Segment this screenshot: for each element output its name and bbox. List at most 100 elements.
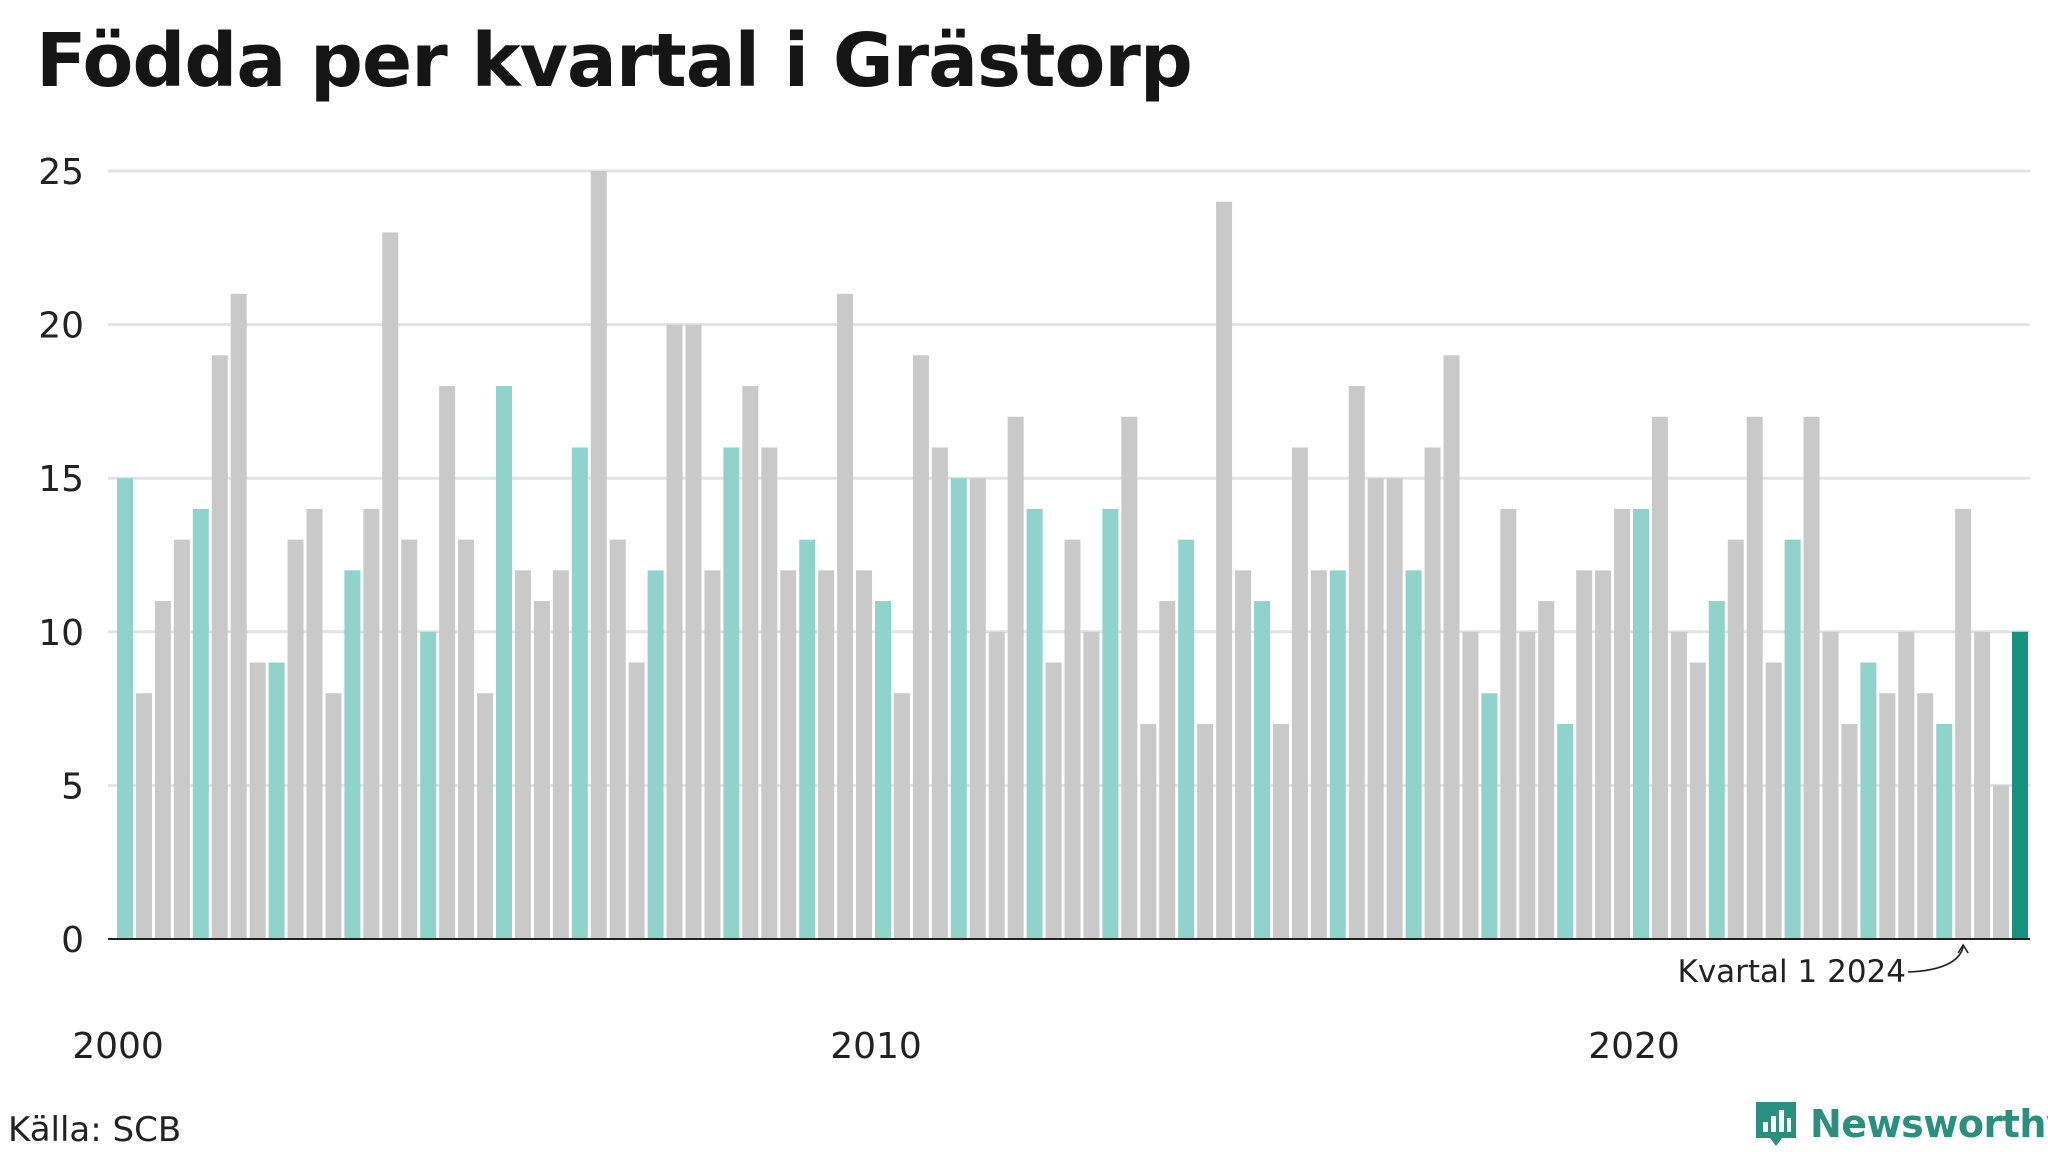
bar [1007, 416, 1024, 939]
bar [837, 293, 854, 939]
bar [647, 570, 664, 939]
bar [818, 570, 835, 939]
bar [1974, 631, 1991, 939]
bar [1083, 631, 1100, 939]
annotation-arrow [1907, 946, 1964, 973]
y-tick-label: 20 [38, 306, 84, 347]
bar [192, 508, 209, 939]
bar [590, 171, 607, 939]
bar [1538, 601, 1555, 939]
y-tick-label: 15 [38, 459, 84, 500]
bar [1329, 570, 1346, 939]
bar [1121, 416, 1138, 939]
bar [533, 601, 550, 939]
bar [1405, 570, 1422, 939]
bar [1102, 508, 1119, 939]
bars [117, 171, 2028, 940]
bar [571, 447, 588, 939]
bar [268, 662, 285, 939]
bar [173, 539, 190, 939]
bar [742, 386, 759, 939]
bar [420, 631, 437, 939]
bar [1216, 201, 1233, 940]
y-tick-label: 5 [61, 766, 84, 807]
axes: 0 5 10 15 20 25 2000 2010 2020 [38, 152, 2030, 1067]
bar [628, 662, 645, 939]
bar [401, 539, 418, 939]
bar [1860, 662, 1877, 939]
bar [306, 508, 323, 939]
bar [1614, 508, 1631, 939]
bar [1595, 570, 1612, 939]
bar [230, 293, 247, 939]
bar [969, 478, 986, 939]
bar [1689, 662, 1706, 939]
bar [1424, 447, 1441, 939]
bar [363, 508, 380, 939]
bar [1178, 539, 1195, 939]
annotation: Kvartal 1 2024 [1677, 943, 1969, 990]
bar [1272, 723, 1289, 939]
bar [912, 355, 929, 939]
bar [950, 478, 967, 939]
chart-title: Födda per kvartal i Grästorp [36, 18, 1193, 104]
bar [2012, 631, 2028, 939]
bar [799, 539, 816, 939]
bar [344, 570, 361, 939]
annotation-arrowhead [1957, 943, 1969, 954]
bar [1367, 478, 1384, 939]
bar [893, 693, 910, 939]
bar [1386, 478, 1403, 939]
bar [1670, 631, 1687, 939]
bar [1462, 631, 1479, 939]
bar [1633, 508, 1649, 939]
y-tick-label: 0 [61, 920, 84, 961]
bar [1045, 662, 1062, 939]
bar [325, 693, 342, 939]
bar [988, 631, 1005, 939]
bar [1708, 601, 1725, 939]
bar [1993, 785, 2010, 939]
bar [1519, 631, 1536, 939]
bar-chart-logo-icon [1756, 1102, 1796, 1146]
bar [1197, 723, 1214, 939]
bar [1291, 447, 1308, 939]
bar [382, 232, 399, 939]
x-tick-label: 2020 [1588, 1026, 1680, 1067]
bar [761, 447, 778, 939]
bar [1064, 539, 1081, 939]
bar [439, 386, 456, 939]
bar [477, 693, 494, 939]
bar [1955, 508, 1972, 939]
bar [1898, 631, 1915, 939]
bar [1481, 693, 1498, 939]
bar [1651, 416, 1668, 939]
bar [1765, 662, 1782, 939]
bar [1140, 723, 1157, 939]
brand-name: Newsworthy [1810, 1102, 2048, 1146]
bar [685, 324, 702, 940]
bar [856, 570, 873, 939]
bar [458, 539, 475, 939]
bar [609, 539, 626, 939]
y-tick-label: 25 [38, 152, 84, 193]
bar [1348, 386, 1365, 939]
bar [1557, 723, 1574, 939]
bar [496, 386, 512, 939]
bar [1576, 570, 1593, 939]
bar [211, 355, 228, 939]
bar [1159, 601, 1176, 939]
bar [1822, 631, 1839, 939]
bar [1500, 508, 1517, 939]
bar [249, 662, 266, 939]
bar [287, 539, 304, 939]
bar [1727, 539, 1744, 939]
bar [1746, 416, 1763, 939]
bar [931, 447, 948, 939]
bar [135, 693, 152, 939]
bar [875, 601, 891, 939]
x-tick-label: 2010 [830, 1026, 922, 1067]
bar [666, 324, 683, 940]
bar [1784, 539, 1801, 939]
